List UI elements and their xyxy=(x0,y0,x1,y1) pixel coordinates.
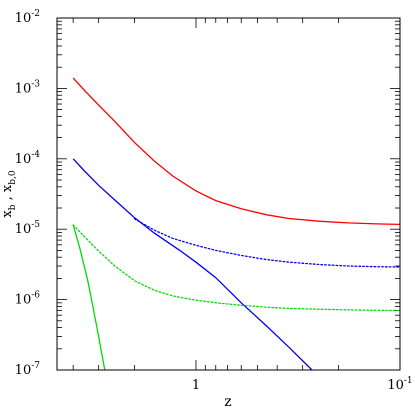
y-tick-label: 10-4 xyxy=(15,150,41,167)
series-line-2 xyxy=(72,158,313,371)
x-tick-label: 10-1 xyxy=(387,376,412,393)
x-tick-label: 1 xyxy=(192,378,200,393)
y-tick-label: 10-7 xyxy=(15,361,41,378)
plot-frame xyxy=(56,17,401,371)
series-line-4 xyxy=(72,224,401,312)
y-tick-label: 10-2 xyxy=(15,9,40,26)
series-layer xyxy=(72,77,401,371)
ticks-layer xyxy=(57,17,401,371)
series-line-5 xyxy=(72,224,106,371)
y-tick-label: 10-5 xyxy=(15,220,41,237)
y-tick-label: 10-6 xyxy=(15,291,41,308)
y-axis-label: xb , xb,0 xyxy=(0,170,18,217)
series-line-1 xyxy=(72,77,401,226)
tick-labels-layer: 10-7 10-6 10-5 10-4 10-3 10-2 1 10-1 xyxy=(15,9,413,393)
x-axis-label: z xyxy=(224,394,231,410)
y-tick-label: 10-3 xyxy=(15,79,41,96)
series-line-3 xyxy=(133,218,401,268)
